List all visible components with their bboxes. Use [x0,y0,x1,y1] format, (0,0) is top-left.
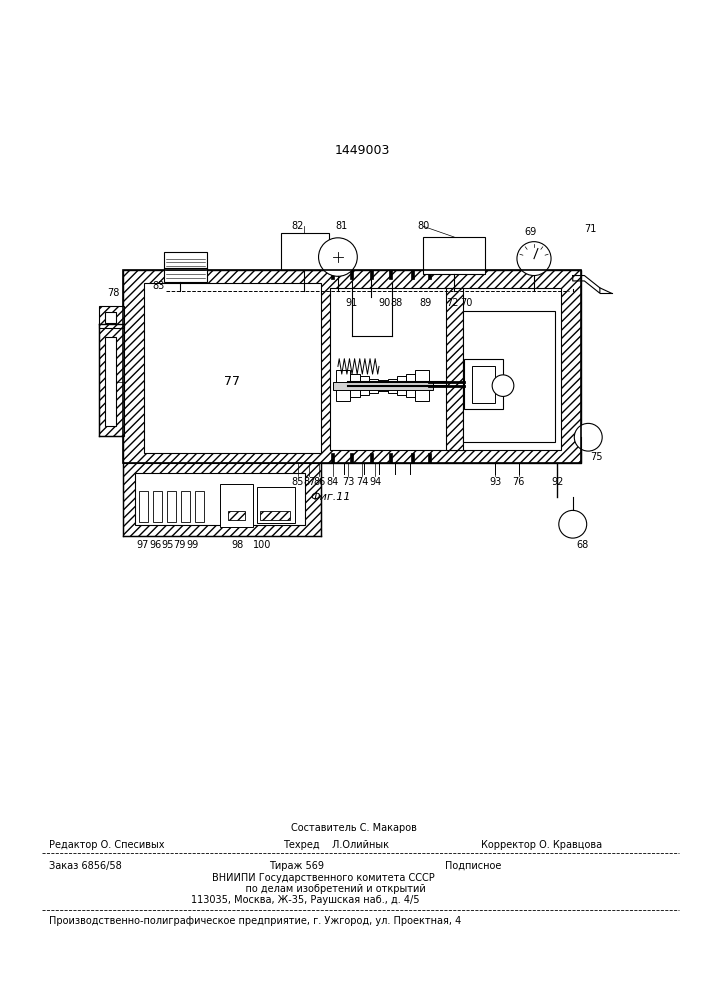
Bar [428,453,431,463]
Bar [331,453,334,463]
Text: 75: 75 [590,452,602,462]
Bar [337,370,351,401]
Text: 89: 89 [419,298,432,308]
Text: 86: 86 [313,477,325,487]
Bar [351,374,360,397]
Text: 85: 85 [291,477,304,487]
Text: 95: 95 [161,540,174,550]
Bar [464,359,503,409]
Text: Производственно-полиграфическое предприятие, г. Ужгород, ул. Проектная, 4: Производственно-полиграфическое предприя… [49,916,462,926]
Bar [332,382,433,389]
Circle shape [319,238,357,276]
Text: 98: 98 [231,540,243,550]
Bar [472,366,495,403]
Text: 77: 77 [223,375,240,388]
Bar [351,453,354,463]
Text: ВНИИПИ Государственного комитета СССР: ВНИИПИ Государственного комитета СССР [212,873,435,883]
Text: 78: 78 [107,288,119,298]
Bar [105,337,116,426]
Text: Подписное: Подписное [445,861,502,871]
Text: Корректор О. Кравцова: Корректор О. Кравцова [481,840,602,850]
Bar [135,473,305,525]
Bar [351,270,354,279]
Text: 70: 70 [460,298,473,308]
Text: Фиг.11: Фиг.11 [310,492,351,502]
Circle shape [574,423,602,451]
Text: Техред    Л.Олийнык: Техред Л.Олийнык [283,840,389,850]
Text: 97: 97 [136,540,148,550]
Bar [167,491,176,522]
Text: 84: 84 [327,477,339,487]
Text: 94: 94 [369,477,381,487]
Bar [378,380,387,391]
Bar [105,312,116,323]
Bar [330,288,561,450]
Text: 87: 87 [303,477,315,487]
Bar [153,491,162,522]
Text: 96: 96 [149,540,161,550]
Text: 100: 100 [253,540,271,550]
Bar [370,270,373,279]
Text: Редактор О. Спесивых: Редактор О. Спесивых [49,840,165,850]
Bar [123,270,580,463]
Bar [369,379,378,393]
Text: 72: 72 [446,298,459,308]
Text: по делам изобретений и открытий: по делам изобретений и открытий [233,884,426,894]
Bar [370,453,373,463]
Bar [397,376,406,395]
Text: 71: 71 [585,224,597,234]
Text: 92: 92 [551,477,563,487]
Text: 80: 80 [417,221,429,231]
Bar [389,453,392,463]
Text: 1449003: 1449003 [334,144,390,157]
Bar [228,511,245,520]
Circle shape [492,375,514,396]
Text: 81: 81 [335,221,347,231]
Text: 93: 93 [489,477,501,487]
Text: 76: 76 [513,477,525,487]
Text: 74: 74 [356,477,368,487]
Bar [281,233,329,270]
Bar [123,463,321,536]
Bar [411,270,414,279]
Text: 79: 79 [174,540,186,550]
Bar [99,324,124,436]
Bar [464,311,555,442]
Bar [99,306,124,328]
Bar [411,453,414,463]
Text: 88: 88 [391,298,403,308]
Bar [260,511,290,520]
Text: 68: 68 [577,540,589,550]
Circle shape [559,510,587,538]
Bar [423,237,485,274]
Bar [144,283,321,453]
Text: 90: 90 [378,298,390,308]
Bar [139,491,148,522]
Bar [331,270,334,279]
Bar [416,370,429,401]
Bar [220,484,252,527]
Bar [389,270,392,279]
Circle shape [517,242,551,276]
Bar [406,374,416,397]
Text: Составитель С. Макаров: Составитель С. Макаров [291,823,416,833]
Bar [123,270,580,463]
Bar [164,252,207,282]
Bar [180,491,190,522]
Bar [387,379,397,393]
Text: Заказ 6856/58: Заказ 6856/58 [49,861,122,871]
Text: 91: 91 [346,298,358,308]
Bar [446,288,464,450]
Bar [257,487,295,523]
Bar [360,376,369,395]
Text: Тираж 569: Тираж 569 [269,861,324,871]
Text: 99: 99 [186,540,199,550]
Bar [428,270,431,279]
Bar [194,491,204,522]
Text: 113035, Москва, Ж-35, Раушская наб., д. 4/5: 113035, Москва, Ж-35, Раушская наб., д. … [191,895,419,905]
Text: 83: 83 [152,281,164,291]
Text: 82: 82 [291,221,304,231]
Text: 69: 69 [524,227,536,237]
Text: 73: 73 [341,477,354,487]
